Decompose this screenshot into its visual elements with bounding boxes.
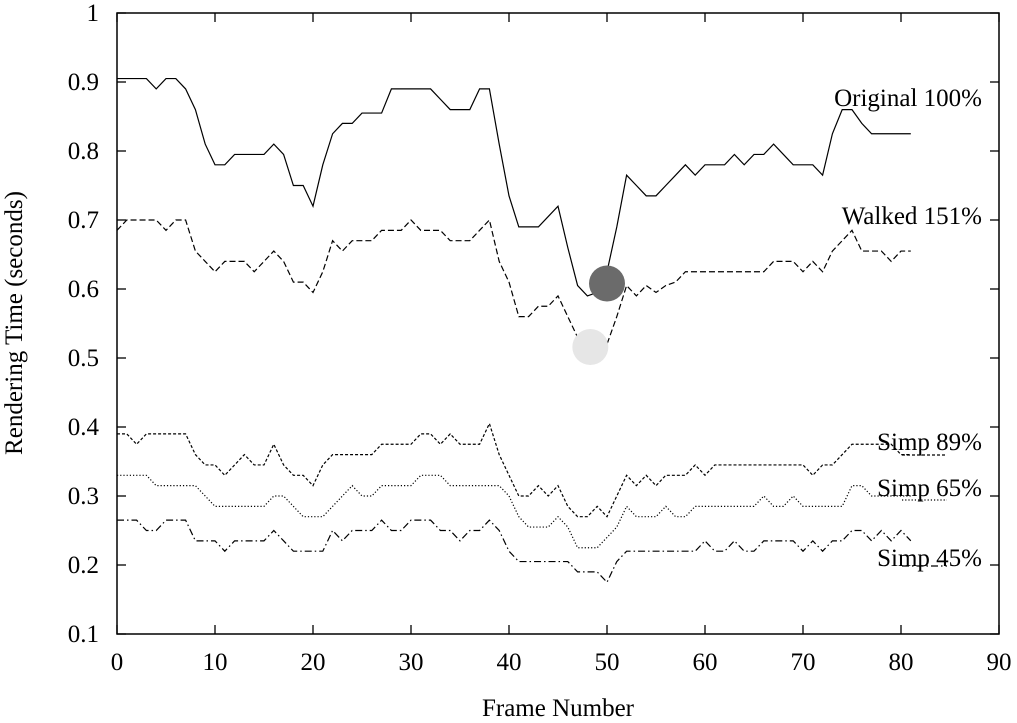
x-tick-label: 20 [301,649,326,676]
series-line-2 [116,218,911,356]
y-tick-label: 0.7 [68,207,99,234]
highlight-marker-2 [572,328,609,365]
x-tick-label: 30 [399,649,424,676]
y-tick-label: 0.5 [68,345,99,372]
y-tick-label: 0.4 [68,414,100,441]
x-tick-label: 10 [203,649,228,676]
x-tick-label: 70 [791,649,816,676]
markers-group [572,265,625,365]
y-tick-label: 0.6 [68,276,99,303]
series-label-2: Walked 151% [842,203,982,230]
x-tick-label: 0 [111,649,124,676]
series-label-5: Simp 45% [877,545,982,572]
series-line-3 [117,421,911,518]
series-line-5 [117,519,912,584]
y-tick-label: 0.8 [68,138,99,165]
series-label-4: Simp 65% [877,475,982,502]
series-label-3: Simp 89% [877,429,982,456]
y-tick-label: 0.1 [68,621,99,648]
x-tick-label: 90 [987,649,1012,676]
series-label-1: Original 100% [834,85,982,112]
series-line-1 [117,77,911,297]
y-tick-label: 0.3 [68,483,99,510]
x-tick-label: 80 [889,649,914,676]
ticks: 0 10 20 30 40 50 60 70 80 90 0.1 0.2 0.3 0.4 0.5 0.6 0.7… [68,0,1012,676]
x-tick-label: 50 [595,649,620,676]
y-tick-label: 1 [87,0,100,27]
y-tick-label: 0.2 [68,552,99,579]
highlight-marker-1 [589,265,625,302]
x-tick-label: 40 [497,649,522,676]
plot-frame [116,12,1000,635]
series-group [116,77,912,584]
x-axis-title: Frame Number [482,695,635,722]
x-tick-label: 60 [693,649,718,676]
y-axis-title: Rendering Time (seconds) [1,191,28,455]
series-labels: Original 100% Walked 151% Simp 89% Simp 65%… [834,85,982,572]
y-tick-label: 0.9 [68,69,99,96]
